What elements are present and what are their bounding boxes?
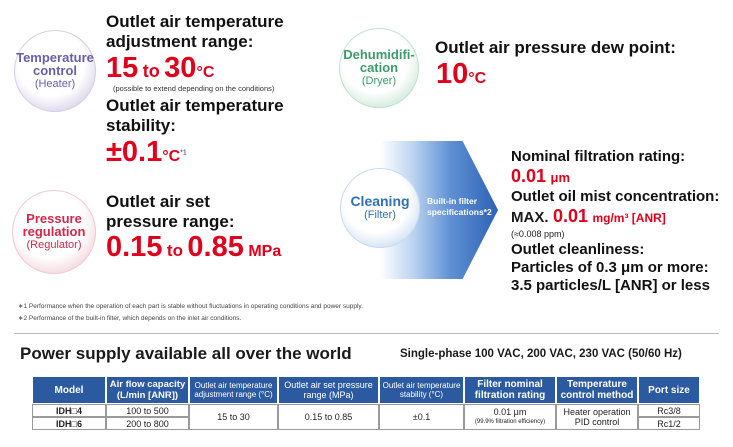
pressure-value: 0.15 to 0.85 MPa [106, 231, 281, 264]
col-pressure-range: Outlet air set pressure range (MPa) [278, 376, 379, 404]
pressure-regulation-title-1: Pressure [26, 211, 82, 226]
col-port: Port size [638, 376, 700, 404]
cleaning-title: Cleaning [350, 192, 410, 209]
nominal-unit: μm [550, 170, 571, 185]
pressure-unit: MPa [248, 243, 282, 260]
temp-range-heading: Outlet air temperature adjustment range: [106, 12, 284, 52]
temp-stability-number: ±0.1 [106, 136, 163, 168]
shared-method-1: Heater operation [563, 407, 631, 417]
shared-method: Heater operation PID control [556, 404, 638, 430]
filter-spec-label-2: specifications*2 [427, 207, 492, 217]
col-model: Model [32, 376, 106, 404]
power-subtitle: Single-phase 100 VAC, 200 VAC, 230 VAC (… [400, 348, 682, 360]
oil-value: MAX. 0.01 mg/m³ [ANR] [511, 206, 726, 228]
col-filter: Filter nominal filtration rating [464, 376, 556, 404]
dehumidification-sub: (Dryer) [361, 75, 397, 87]
temperature-control-title-1: Temperature [16, 50, 94, 65]
row2-flow: 200 to 800 [106, 417, 189, 430]
cleanliness-heading: Outlet cleanliness: [511, 241, 645, 258]
temp-stability-heading-2: stability: [106, 116, 176, 135]
nominal-number: 0.01 [511, 166, 547, 186]
footnote-1: ∗1 Performance when the operation of eac… [18, 303, 363, 310]
power-title: Power supply available all over the worl… [20, 344, 352, 363]
footnote-2: ∗2 Performance of the built-in filter, w… [18, 315, 242, 322]
dehumidification-title-1: Dehumidifi- [343, 47, 415, 62]
temperature-control-sub: (Heater) [34, 78, 76, 90]
shared-filter: 0.01 μm (99.9% filtration efficiency) [464, 404, 556, 430]
temp-stability-footnote-mark: *1 [180, 149, 187, 157]
col-stability: Outlet air temperature stability (°C) [379, 376, 464, 404]
oil-prefix: MAX. [511, 209, 549, 226]
temp-stability-unit: °C [162, 148, 181, 165]
row1-port: Rc3/8 [638, 404, 700, 417]
cleaning-sub: (Filter) [364, 208, 396, 221]
temp-range-to-word: to [142, 61, 160, 81]
nominal-value: 0.01 μm [511, 166, 726, 188]
dehumidification-title-2: cation [359, 60, 399, 75]
row1-flow: 100 to 500 [106, 404, 189, 417]
temp-range-unit: °C [196, 64, 215, 81]
cleaning-badge: Cleaning (Filter) [340, 168, 420, 248]
section-divider [14, 333, 719, 334]
col-air-flow: Air flow capacity (L/min [ANR]) [106, 376, 189, 404]
col-temp-range: Outlet air temperature adjustment range … [189, 376, 278, 404]
oil-note: (≈0.008 ppm) [511, 229, 565, 239]
shared-filter-value: 0.01 μm [493, 407, 527, 417]
shared-filter-note: (99.9% filtration efficiency) [474, 419, 546, 425]
pressure-heading-1: Outlet air set [106, 192, 210, 211]
shared-pressure-range: 0.15 to 0.85 [278, 404, 379, 430]
oil-heading: Outlet oil mist concentration: [511, 188, 720, 205]
oil-unit: mg/m³ [ANR] [592, 211, 666, 225]
row2-model: IDH□6 [32, 417, 106, 430]
temp-range-heading-1: Outlet air temperature [106, 12, 284, 31]
spec-table: Model Air flow capacity (L/min [ANR]) Ou… [32, 376, 700, 430]
pressure-regulation-sub: (Regulator) [26, 239, 82, 251]
dew-point-unit: °C [468, 70, 487, 87]
temp-stability-value: ±0.1°C*1 [106, 136, 187, 169]
temp-range-heading-2: adjustment range: [106, 32, 254, 51]
dew-point-value: 10°C [436, 58, 486, 91]
pressure-heading-2: pressure range: [106, 212, 235, 231]
dehumidification-badge: Dehumidifi- cation (Dryer) [339, 28, 419, 108]
pressure-from: 0.15 [106, 231, 163, 263]
cleanliness-line-1: Particles of 0.3 μm or more: [511, 259, 709, 276]
cleanliness-line-2: 3.5 particles/L [ANR] or less [511, 277, 710, 294]
shared-temp-range: 15 to 30 [189, 404, 278, 430]
temp-range-value: 15 to 30°C [106, 52, 214, 85]
pressure-to: 0.85 [187, 231, 244, 263]
temp-stability-heading: Outlet air temperature stability: [106, 96, 284, 136]
nominal-heading: Nominal filtration rating: [511, 148, 686, 165]
table-row: IDH□6 200 to 800 Rc1/2 [32, 417, 700, 430]
row2-port: Rc1/2 [638, 417, 700, 430]
temperature-control-title-2: control [32, 63, 78, 78]
pressure-regulation-title-2: regulation [22, 224, 86, 239]
filter-spec-block: Nominal filtration rating: 0.01 μm Outle… [511, 148, 726, 295]
col-method: Temperature control method [556, 376, 638, 404]
filter-spec-arrow-label: Built-in filter specifications*2 [427, 196, 492, 218]
row1-model: IDH□4 [32, 404, 106, 417]
temp-range-from: 15 [106, 52, 139, 84]
pressure-to-word: to [166, 241, 183, 260]
temp-range-note: (possible to extend depending on the con… [113, 84, 275, 93]
temperature-control-badge: Temperature control (Heater) [14, 30, 96, 112]
pressure-heading: Outlet air set pressure range: [106, 192, 235, 232]
oil-number: 0.01 [552, 206, 588, 226]
temp-stability-heading-1: Outlet air temperature [106, 96, 284, 115]
dew-point-number: 10 [436, 58, 469, 90]
shared-stability: ±0.1 [379, 404, 464, 430]
table-row: IDH□4 100 to 500 15 to 30 0.15 to 0.85 ±… [32, 404, 700, 430]
dew-point-heading: Outlet air pressure dew point: [435, 38, 676, 57]
temp-range-to: 30 [164, 52, 197, 84]
shared-method-2: PID control [574, 417, 620, 427]
filter-spec-label-1: Built-in filter [427, 196, 478, 206]
pressure-regulation-badge: Pressure regulation (Regulator) [12, 190, 96, 274]
spec-table-header: Model Air flow capacity (L/min [ANR]) Ou… [32, 376, 700, 404]
